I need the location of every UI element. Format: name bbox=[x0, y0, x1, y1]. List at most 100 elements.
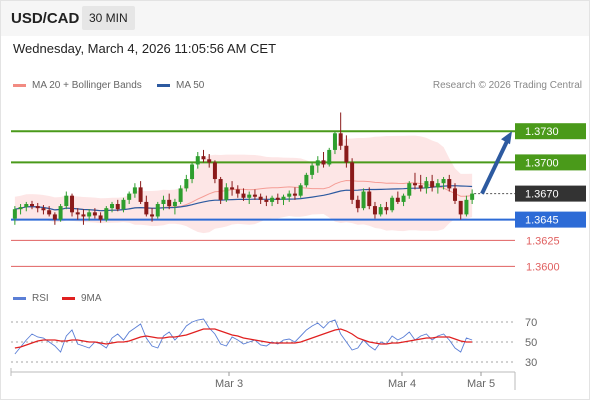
rsi-tick-70: 70 bbox=[525, 317, 537, 329]
candle-body bbox=[121, 199, 126, 210]
candle-body bbox=[361, 191, 366, 209]
candle-body bbox=[110, 204, 115, 209]
candle-body bbox=[270, 197, 275, 202]
candle-body bbox=[241, 193, 246, 198]
x-label-Mar-3: Mar 3 bbox=[215, 378, 243, 390]
candle-body bbox=[367, 191, 372, 207]
candle-body bbox=[327, 149, 332, 165]
level-label-1.3730: 1.3730 bbox=[525, 126, 559, 138]
level-label-1.3625: 1.3625 bbox=[526, 235, 560, 247]
candle-body bbox=[127, 193, 132, 200]
candle-body bbox=[41, 208, 46, 211]
candle-body bbox=[92, 212, 97, 216]
legend-ma20-bollinger: MA 20 + Bollinger Bands bbox=[13, 80, 142, 91]
candle-body bbox=[144, 201, 149, 215]
candle-body bbox=[378, 207, 383, 215]
candle-body bbox=[178, 188, 183, 202]
forecast-arrow-head bbox=[501, 131, 512, 145]
level-tag-1.3730 bbox=[515, 123, 586, 140]
candle-body bbox=[395, 197, 400, 202]
candle-body bbox=[218, 179, 223, 200]
candle-body bbox=[195, 156, 200, 165]
legend-rsi: RSI bbox=[13, 293, 49, 304]
x-label-Mar-5: Mar 5 bbox=[467, 378, 495, 390]
rsi-swatch bbox=[13, 297, 26, 300]
candle-body bbox=[81, 214, 86, 217]
candle-body bbox=[441, 179, 446, 184]
level-label-1.3645: 1.3645 bbox=[525, 215, 559, 227]
candle-body bbox=[275, 197, 280, 200]
candle-body bbox=[435, 183, 440, 188]
candle-body bbox=[47, 210, 52, 215]
candle-body bbox=[138, 187, 143, 202]
candle-body bbox=[452, 188, 457, 201]
candle-body bbox=[172, 201, 177, 207]
candle-body bbox=[212, 162, 217, 180]
legend-ma50-label: MA 50 bbox=[176, 80, 205, 91]
candle-body bbox=[247, 194, 252, 198]
candle-body bbox=[332, 133, 337, 150]
level-label-1.3700: 1.3700 bbox=[525, 157, 559, 169]
candle-body bbox=[64, 195, 69, 207]
candle-body bbox=[184, 179, 189, 189]
x-label-Mar-4: Mar 4 bbox=[388, 378, 416, 390]
candle-body bbox=[298, 185, 303, 196]
candle-body bbox=[287, 193, 292, 197]
legend-9ma: 9MA bbox=[62, 293, 102, 304]
candle-body bbox=[350, 162, 355, 200]
candle-body bbox=[98, 215, 103, 220]
rsi-series-rsi bbox=[14, 318, 473, 355]
candle-body bbox=[161, 199, 166, 204]
candle-body bbox=[115, 204, 120, 210]
candle-body bbox=[412, 183, 417, 186]
candle-body bbox=[104, 208, 109, 220]
candle-body bbox=[447, 179, 452, 189]
candle-body bbox=[224, 187, 229, 200]
rsi-tick-30: 30 bbox=[525, 357, 537, 369]
candle-body bbox=[190, 164, 195, 180]
legend-ma20-label: MA 20 + Bollinger Bands bbox=[32, 80, 142, 91]
candle-body bbox=[132, 187, 137, 194]
candle-body bbox=[155, 204, 160, 217]
candle-body bbox=[430, 181, 435, 188]
legend-9ma-label: 9MA bbox=[81, 293, 102, 304]
candle-body bbox=[372, 206, 377, 215]
candle-body bbox=[167, 199, 172, 207]
candle-body bbox=[304, 174, 309, 186]
candle-body bbox=[321, 160, 326, 165]
candle-body bbox=[201, 156, 206, 160]
candle-body bbox=[292, 193, 297, 196]
candle-body bbox=[58, 206, 63, 220]
last-price-label: 1.3670 bbox=[525, 189, 559, 201]
candle-body bbox=[344, 145, 349, 163]
candle-body bbox=[470, 193, 475, 200]
candle-body bbox=[207, 159, 212, 163]
candle-body bbox=[18, 207, 23, 210]
candle-body bbox=[235, 189, 240, 194]
candle-body bbox=[30, 204, 35, 207]
legend-rsi-label: RSI bbox=[32, 293, 49, 304]
timestamp: Wednesday, March 4, 2026 11:05:56 AM CET bbox=[13, 41, 277, 56]
timeframe-button[interactable]: 30 MIN bbox=[82, 6, 135, 30]
candle-body bbox=[258, 196, 263, 200]
candle-body bbox=[24, 204, 29, 208]
candle-body bbox=[70, 195, 75, 213]
candle-body bbox=[418, 185, 423, 189]
ma50-swatch bbox=[157, 84, 170, 87]
candle-body bbox=[310, 165, 315, 175]
ma20-swatch bbox=[13, 84, 26, 87]
ma9-swatch bbox=[62, 297, 75, 300]
last-price-tag bbox=[515, 185, 586, 202]
rsi-tick-50: 50 bbox=[525, 337, 537, 349]
candle-body bbox=[315, 160, 320, 166]
forecast-arrow-shaft bbox=[480, 138, 510, 195]
candle-body bbox=[338, 133, 343, 146]
candle-body bbox=[281, 196, 286, 200]
candle-body bbox=[458, 200, 463, 215]
candle-body bbox=[384, 207, 389, 211]
candle-body bbox=[52, 214, 57, 220]
symbol-title: USD/CAD bbox=[11, 10, 80, 27]
candle-body bbox=[390, 197, 395, 211]
candle-body bbox=[407, 183, 412, 196]
candle-body bbox=[12, 209, 17, 219]
